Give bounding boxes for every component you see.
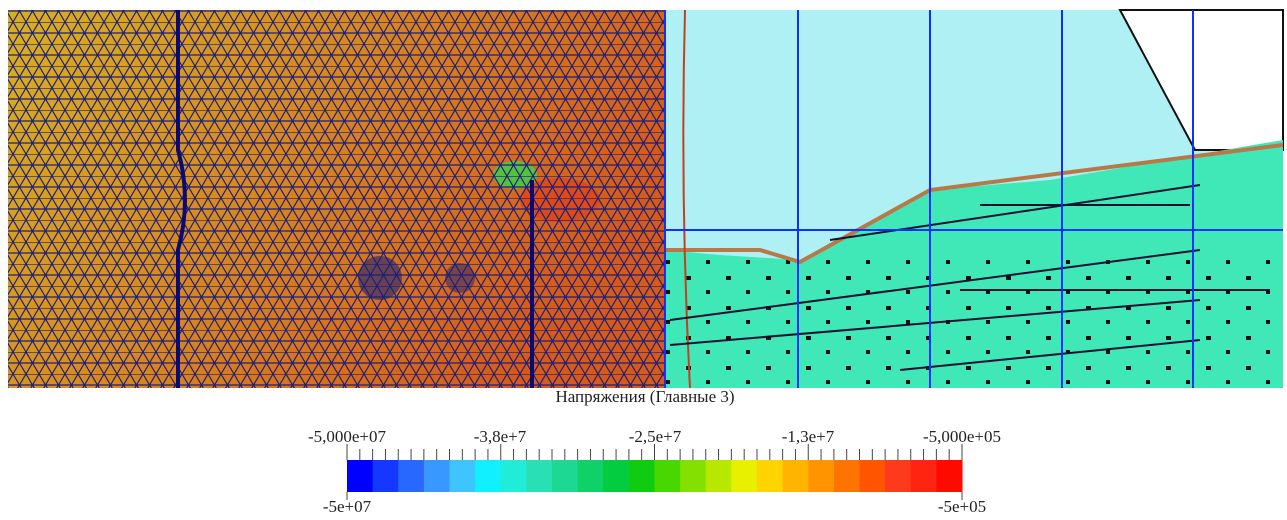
colorbar-segment	[859, 460, 886, 492]
colorbar-segment	[475, 460, 502, 492]
geology-view	[664, 9, 1284, 389]
colorbar-segment	[526, 460, 553, 492]
colorbar-title: Напряжения (Главные 3)	[555, 387, 734, 406]
colorbar-segment	[449, 460, 476, 492]
colorbar-segment	[680, 460, 707, 492]
colorbar-label: -5,000e+05	[923, 427, 1001, 446]
colorbar-segment	[500, 460, 527, 492]
colorbar	[346, 444, 963, 500]
colorbar-segment	[808, 460, 835, 492]
colorbar-label: -5,000e+07	[308, 427, 387, 446]
colorbar-segment	[372, 460, 399, 492]
colorbar-segment	[833, 460, 860, 492]
colorbar-segment	[654, 460, 681, 492]
colorbar-segment	[782, 460, 809, 492]
colorbar-segment	[885, 460, 912, 492]
colorbar-segment	[577, 460, 604, 492]
colorbar-segment	[347, 460, 374, 492]
colorbar-label: -1,3e+7	[782, 427, 835, 446]
colorbar-segment	[757, 460, 784, 492]
colorbar-max-label: -5e+05	[938, 497, 986, 516]
colorbar-segment	[936, 460, 963, 492]
colorbar-segment	[705, 460, 732, 492]
colorbar-segment	[731, 460, 758, 492]
colorbar-segment	[603, 460, 630, 492]
colorbar-segment	[423, 460, 450, 492]
colorbar-segment	[628, 460, 655, 492]
colorbar-segment	[552, 460, 579, 492]
colorbar-segment	[398, 460, 425, 492]
colorbar-label: -3,8e+7	[474, 427, 527, 446]
mesh-view	[8, 10, 665, 388]
colorbar-label: -2,5e+7	[629, 427, 682, 446]
colorbar-min-label: -5e+07	[323, 497, 372, 516]
colorbar-segment	[910, 460, 937, 492]
